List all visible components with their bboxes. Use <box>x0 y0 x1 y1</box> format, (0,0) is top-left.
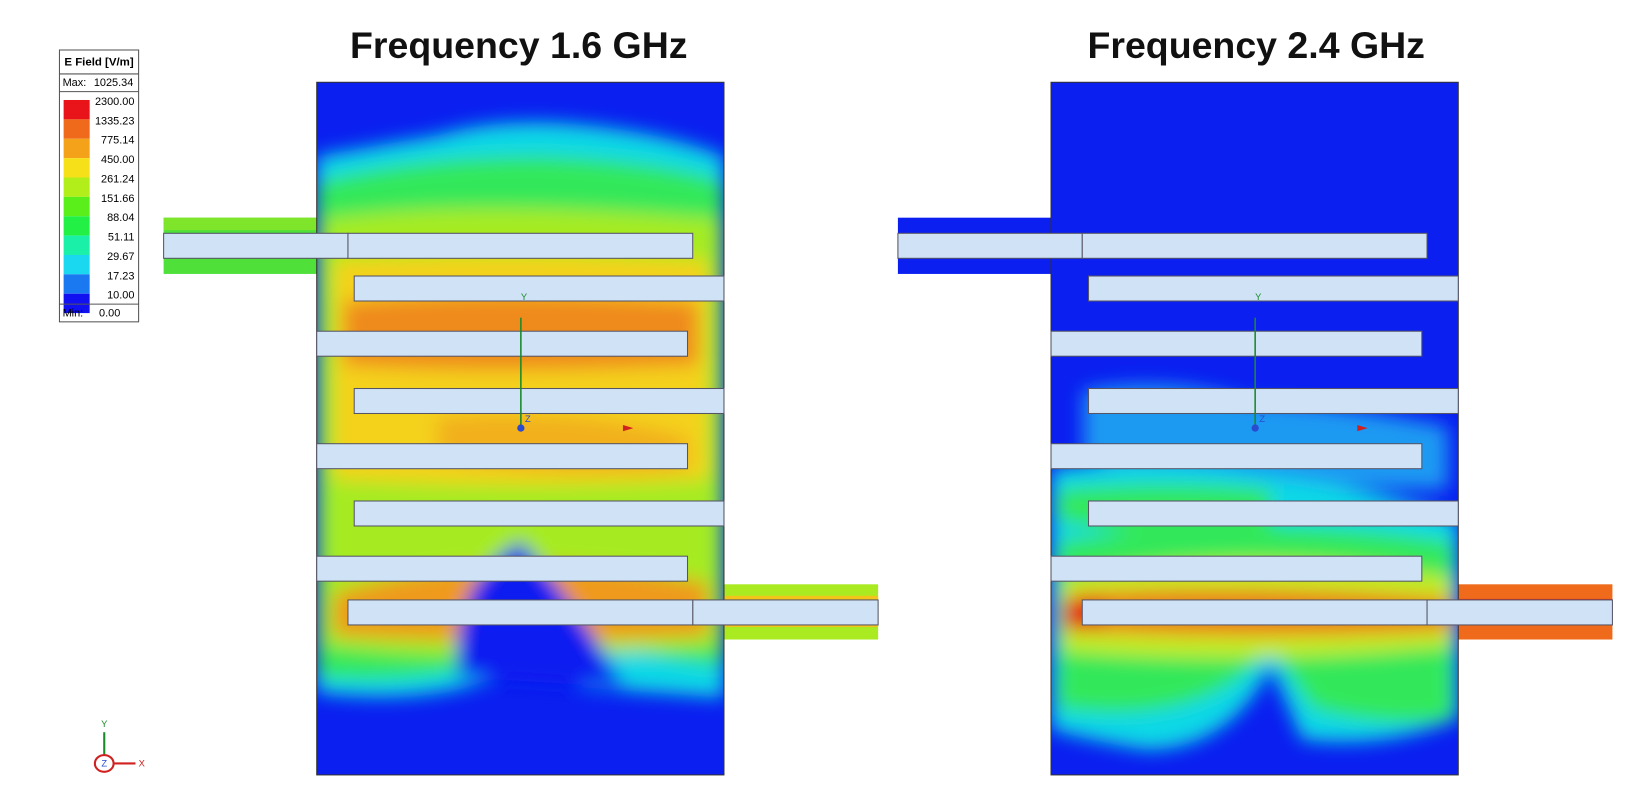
legend-level: 17.23 <box>107 270 134 282</box>
legend-level: 450.00 <box>101 154 134 166</box>
resonator-strip <box>1081 232 1428 259</box>
legend-level: 10.00 <box>107 290 134 302</box>
resonator-strip <box>316 443 689 470</box>
resonator-strip <box>1087 500 1459 527</box>
axis-label: Z <box>101 759 107 769</box>
feed-line <box>1426 599 1613 626</box>
resonator-strip <box>1050 330 1423 357</box>
resonator-strip <box>353 500 725 527</box>
resonator-strip <box>316 555 689 582</box>
resonator-strip <box>1087 275 1459 302</box>
legend-swatch <box>63 235 90 255</box>
legend-swatch <box>63 293 90 314</box>
field-plot <box>897 81 1613 776</box>
legend-swatch <box>63 216 90 236</box>
axis-label: Z <box>525 414 531 424</box>
resonator-strip <box>1087 387 1459 415</box>
legend-level: 88.04 <box>107 212 134 224</box>
resonator-strip <box>1081 599 1428 626</box>
legend-swatch <box>63 196 90 217</box>
feed-line <box>692 599 879 626</box>
legend-swatch <box>63 119 90 139</box>
legend-swatch <box>63 138 90 159</box>
axis-label: X <box>139 759 146 769</box>
axis-label: Y <box>1255 292 1262 302</box>
legend-level: 1335.23 <box>95 115 134 127</box>
resonator-strip <box>347 232 694 259</box>
feed-line <box>163 232 349 259</box>
axis-label: Z <box>1259 414 1265 424</box>
legend: E Field [V/m] Max: 1025.34 2300.00 1335.2… <box>58 49 140 323</box>
axis-triad: Y X Z <box>93 719 146 773</box>
resonator-strip <box>347 599 694 626</box>
legend-level: 29.67 <box>107 251 134 263</box>
legend-title: E Field [V/m] <box>64 57 133 69</box>
legend-level: 2300.00 <box>95 96 134 108</box>
legend-level: 261.24 <box>101 173 134 185</box>
legend-swatch <box>63 274 90 294</box>
legend-level: 51.11 <box>108 232 135 244</box>
axis-label: Y <box>101 719 108 729</box>
legend-swatch <box>63 177 90 197</box>
max-label: Max: <box>63 77 87 89</box>
resonator-strip <box>353 275 725 302</box>
min-value: 0.00 <box>99 307 120 319</box>
axis-label: Y <box>521 292 528 302</box>
legend-swatch <box>63 158 90 178</box>
plot-title: Frequency 2.4 GHz <box>1087 24 1424 66</box>
legend-swatch <box>63 99 90 120</box>
legend-swatch <box>63 254 90 275</box>
coordinate-marker: Y Z Y Z <box>517 292 1368 432</box>
legend-level: 775.14 <box>101 135 134 147</box>
resonator-strip <box>1050 443 1423 470</box>
max-value: 1025.34 <box>94 77 133 89</box>
plot-title: Frequency 1.6 GHz <box>350 24 687 66</box>
resonator-strip <box>353 387 725 415</box>
feed-line <box>897 232 1083 259</box>
min-label: Min: <box>63 307 84 319</box>
legend-level: 151.66 <box>101 193 134 205</box>
resonator-strip <box>1050 555 1423 582</box>
resonator-strip <box>316 330 689 357</box>
